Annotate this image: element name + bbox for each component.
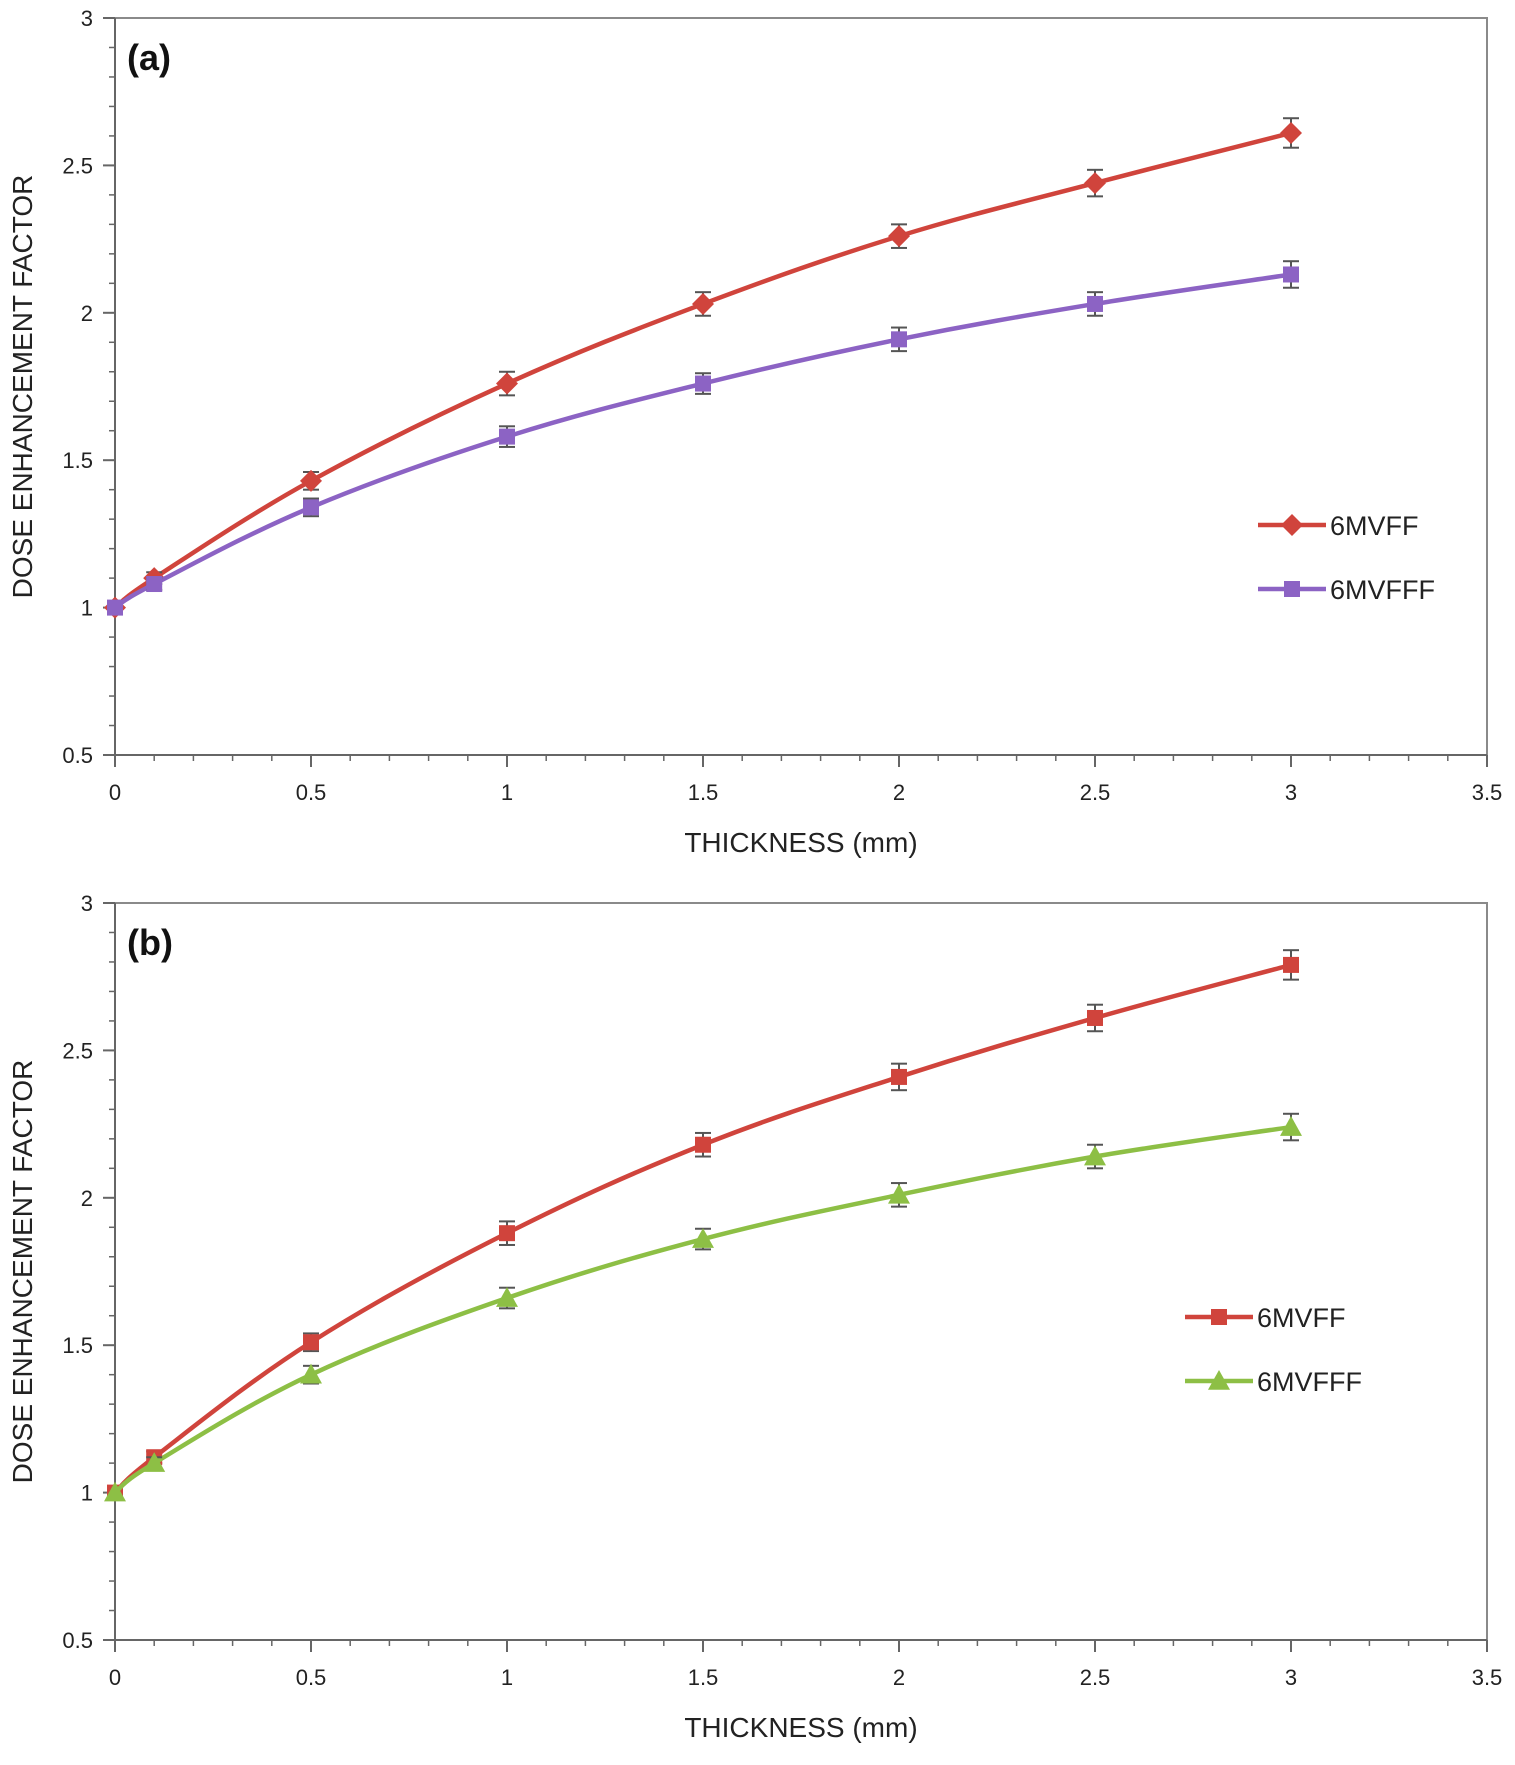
data-point-6mvff [1084,172,1106,195]
x-tick-label: 1 [501,780,513,805]
chart-b-svg: 0 0.5 1 1.5 2 2.5 3 3.5 0.5 1 1.5 2 2.5 3 THICKNESS (m… [7,891,1503,1743]
x-tick-label: 1.5 [688,780,719,805]
x-tick-label: 2.5 [1080,1665,1111,1690]
data-point-6mvff [496,372,518,395]
x-tick-label: 2 [893,1665,905,1690]
x-tick-label: 3.5 [1472,780,1503,805]
series-6mvfff-group [104,1112,1302,1502]
y-tick-label: 2 [81,1186,93,1211]
legend-item-6mvff: 6MVFF [1185,1303,1346,1333]
legend-marker [1281,514,1303,536]
data-point-6mvfff [1283,266,1299,283]
y-tick-label: 0.5 [62,743,93,768]
chart-panel-a: 0 0.5 1 1.5 2 2.5 3 3.5 0.5 1 1.5 2 2.5 3 THICKNESS (m… [0,0,1515,880]
x-tick-label: 3 [1285,780,1297,805]
data-point-6mvff [1087,1009,1103,1026]
legend-item-6mvfff: 6MVFFF [1185,1367,1362,1397]
chart-panel-b: 0 0.5 1 1.5 2 2.5 3 3.5 0.5 1 1.5 2 2.5 3 THICKNESS (m… [0,885,1515,1765]
data-point-6mvfff [499,428,515,445]
data-point-6mvfff [300,1363,322,1384]
data-point-6mvfff [888,1183,910,1204]
data-point-6mvfff [891,331,907,348]
y-tick-label: 0.5 [62,1628,93,1653]
data-point-6mvfff [692,1228,714,1248]
data-point-6mvff [499,1225,515,1242]
y-tick-label: 1 [81,1481,93,1506]
data-point-6mvff [888,225,910,248]
series-line-6mvfff [113,272,1292,610]
y-tick-label: 2.5 [62,153,93,178]
data-point-6mvff [1283,956,1299,973]
x-tick-label: 0.5 [296,780,327,805]
x-tick-label: 0 [109,1665,121,1690]
data-point-6mvfff [143,1452,166,1472]
legend-marker [1208,1370,1230,1390]
data-point-6mvfff [104,1481,126,1502]
legend-item-6mvff: 6MVFF [1258,511,1419,541]
panel-label: (b) [127,922,173,963]
panel-label: (a) [127,37,171,78]
legend-label: 6MVFF [1257,1303,1346,1333]
y-tick-label: 1.5 [62,448,93,473]
legend-label: 6MVFFF [1330,575,1435,605]
series-6mvfff-group [107,260,1299,616]
series-line-6mvfff [113,1124,1292,1495]
x-tick-label: 0.5 [296,1665,327,1690]
x-axis-title: THICKNESS (mm) [684,1712,917,1743]
data-point-6mvfff [1087,295,1103,312]
series-6mvff-group [107,949,1299,1501]
series-line-6mvff [113,130,1292,610]
legend-label: 6MVFF [1330,511,1419,541]
y-axis-title: DOSE ENHANCEMENT FACTOR [7,1060,38,1484]
data-point-6mvfff [1084,1145,1106,1166]
data-point-6mvfff [107,599,123,616]
chart-a-svg: 0 0.5 1 1.5 2 2.5 3 3.5 0.5 1 1.5 2 2.5 3 THICKNESS (m… [7,6,1503,858]
data-point-6mvfff [146,576,163,593]
data-point-6mvff [692,292,714,315]
legend-item-6mvfff: 6MVFFF [1258,575,1435,605]
legend-marker [1284,581,1300,597]
x-tick-label: 2.5 [1080,780,1111,805]
x-tick-label: 1 [501,1665,513,1690]
x-tick-label: 3.5 [1472,1665,1503,1690]
data-point-6mvfff [1280,1116,1302,1136]
y-tick-label: 1.5 [62,1333,93,1358]
data-point-6mvfff [303,499,319,516]
data-point-6mvff [303,1334,319,1351]
x-axis-title: THICKNESS (mm) [684,827,917,858]
x-tick-label: 1.5 [688,1665,719,1690]
data-point-6mvff [891,1068,907,1085]
y-tick-label: 2.5 [62,1038,93,1063]
x-tick-label: 3 [1285,1665,1297,1690]
data-point-6mvfff [695,375,711,392]
x-tick-label: 2 [893,780,905,805]
data-point-6mvff [1280,121,1302,144]
y-tick-label: 3 [81,6,93,31]
data-point-6mvfff [496,1287,518,1307]
y-axis-title: DOSE ENHANCEMENT FACTOR [7,175,38,599]
data-point-6mvff [300,469,322,492]
y-tick-label: 1 [81,596,93,621]
data-point-6mvff [695,1136,711,1153]
plot-area-frame [114,902,1488,1641]
legend-label: 6MVFFF [1257,1367,1362,1397]
legend-marker [1211,1309,1227,1325]
y-tick-label: 2 [81,301,93,326]
series-6mvff-group [104,117,1302,619]
y-tick-label: 3 [81,891,93,916]
plot-area-frame [114,17,1488,756]
x-tick-label: 0 [109,780,121,805]
